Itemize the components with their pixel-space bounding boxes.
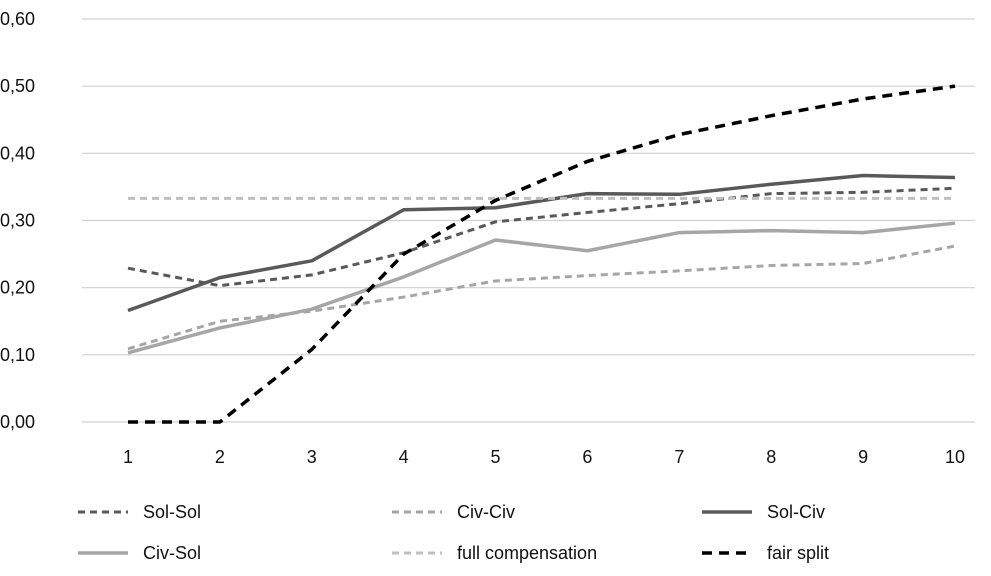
- y-tick-label: 0,40: [0, 143, 35, 163]
- series-line-sol-civ: [127, 173, 956, 313]
- legend-label: Civ-Civ: [457, 502, 515, 522]
- x-tick-label: 8: [766, 447, 776, 467]
- y-tick-label: 0,30: [0, 211, 35, 231]
- legend-label: Civ-Sol: [143, 543, 201, 563]
- x-tick-label: 2: [215, 447, 225, 467]
- x-tick-label: 5: [491, 447, 501, 467]
- x-tick-label: 1: [123, 447, 133, 467]
- series-lines: [127, 84, 956, 424]
- x-tick-label: 6: [582, 447, 592, 467]
- x-axis-tick-labels: 1 2 3 4 5 6 7 8 9 10: [123, 447, 965, 467]
- x-tick-label: 9: [858, 447, 868, 467]
- gridlines: [82, 18, 975, 423]
- legend-label: full compensation: [457, 543, 597, 563]
- x-tick-label: 10: [945, 447, 965, 467]
- series-line-sol-sol: [127, 186, 956, 288]
- series-line-fair-split: [128, 84, 956, 424]
- y-tick-label: 0,60: [0, 9, 35, 29]
- y-axis-tick-labels: 0,00 0,10 0,20 0,30 0,40 0,50 0,60: [0, 9, 35, 432]
- legend-label: Sol-Sol: [143, 502, 201, 522]
- x-tick-label: 4: [399, 447, 409, 467]
- y-tick-label: 0,20: [0, 278, 35, 298]
- series-line-civ-civ: [127, 244, 956, 351]
- x-tick-label: 7: [674, 447, 684, 467]
- x-tick-label: 3: [307, 447, 317, 467]
- series-line-civ-sol: [127, 221, 956, 355]
- legend-label: fair split: [767, 543, 829, 563]
- legend: Sol-Sol Civ-Civ Sol-Civ Civ-Sol full compens…: [78, 502, 829, 563]
- y-tick-label: 0,50: [0, 76, 35, 96]
- y-tick-label: 0,00: [0, 412, 35, 432]
- y-tick-label: 0,10: [0, 345, 35, 365]
- legend-label: Sol-Civ: [767, 502, 825, 522]
